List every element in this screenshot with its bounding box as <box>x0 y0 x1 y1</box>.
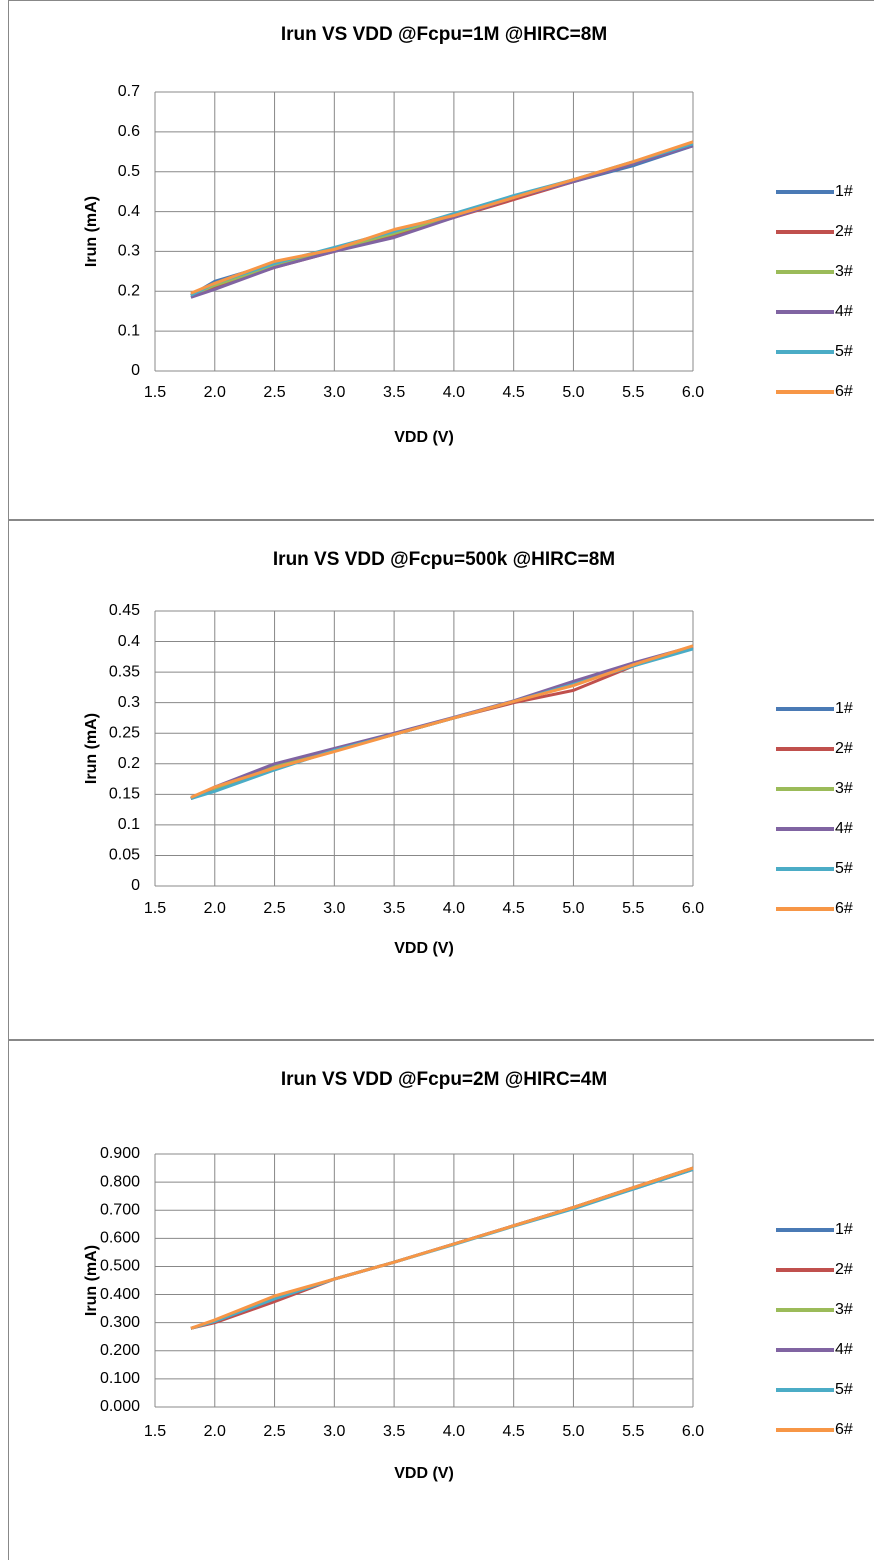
x-tick-label: 2.0 <box>204 1423 226 1440</box>
y-tick-label: 0.4 <box>118 633 140 650</box>
y-tick-label: 0.200 <box>100 1342 140 1359</box>
x-tick-label: 2.5 <box>263 1423 285 1440</box>
y-tick-label: 0.1 <box>118 816 140 833</box>
y-tick-label: 0.35 <box>109 663 140 680</box>
x-tick-label: 5.5 <box>622 384 644 401</box>
legend-label: 2# <box>835 1261 853 1278</box>
legend-label: 6# <box>835 383 853 400</box>
series-line <box>190 644 694 799</box>
y-tick-label: 0.6 <box>118 123 140 140</box>
legend-label: 5# <box>835 1381 853 1398</box>
x-tick-label: 3.5 <box>383 900 405 917</box>
y-tick-label: 0.4 <box>118 203 140 220</box>
x-tick-label: 4.0 <box>443 384 465 401</box>
y-tick-label: 0.700 <box>100 1201 140 1218</box>
legend-label: 3# <box>835 780 853 797</box>
y-tick-label: 0.05 <box>109 847 140 864</box>
y-tick-label: 0.300 <box>100 1314 140 1331</box>
legend-label: 2# <box>835 740 853 757</box>
y-tick-label: 0.3 <box>118 694 140 711</box>
x-tick-label: 3.0 <box>323 384 345 401</box>
x-tick-label: 2.0 <box>204 900 226 917</box>
chart-title: Irun VS VDD @Fcpu=500k @HIRC=8M <box>273 549 615 570</box>
x-tick-label: 5.0 <box>562 1423 584 1440</box>
legend-label: 4# <box>835 1341 853 1358</box>
x-tick-label: 4.5 <box>503 1423 525 1440</box>
y-tick-label: 0.7 <box>118 83 140 100</box>
legend-label: 5# <box>835 343 853 360</box>
legend-label: 6# <box>835 900 853 917</box>
y-tick-label: 0.000 <box>100 1398 140 1415</box>
series-line <box>190 1166 694 1330</box>
y-tick-label: 0.15 <box>109 786 140 803</box>
x-tick-label: 1.5 <box>144 900 166 917</box>
x-tick-label: 6.0 <box>682 900 704 917</box>
y-tick-label: 0.5 <box>118 163 140 180</box>
x-tick-label: 2.5 <box>263 384 285 401</box>
x-tick-label: 2.5 <box>263 900 285 917</box>
y-axis-label: Irun (mA) <box>83 196 100 267</box>
x-tick-label: 4.5 <box>503 384 525 401</box>
y-tick-label: 0.400 <box>100 1286 140 1303</box>
y-tick-label: 0 <box>131 362 140 379</box>
legend-label: 3# <box>835 1301 853 1318</box>
y-axis-label: Irun (mA) <box>83 713 100 784</box>
legend-label: 1# <box>835 183 853 200</box>
chart-frame <box>8 1040 874 1560</box>
x-tick-label: 3.0 <box>323 1423 345 1440</box>
x-axis-label: VDD (V) <box>394 1465 454 1482</box>
y-tick-label: 0.3 <box>118 243 140 260</box>
x-tick-label: 3.5 <box>383 1423 405 1440</box>
y-tick-label: 0.2 <box>118 283 140 300</box>
x-tick-label: 4.0 <box>443 1423 465 1440</box>
x-tick-label: 5.5 <box>622 900 644 917</box>
chart-frame <box>8 0 874 520</box>
x-tick-label: 1.5 <box>144 1423 166 1440</box>
y-axis-label: Irun (mA) <box>83 1245 100 1316</box>
x-tick-label: 6.0 <box>682 1423 704 1440</box>
y-tick-label: 0.1 <box>118 322 140 339</box>
legend-label: 6# <box>835 1421 853 1438</box>
legend-label: 4# <box>835 820 853 837</box>
legend-label: 5# <box>835 860 853 877</box>
legend-label: 1# <box>835 1221 853 1238</box>
chart-frame <box>8 520 874 1040</box>
series-line <box>190 140 694 295</box>
x-tick-label: 1.5 <box>144 384 166 401</box>
y-tick-label: 0.900 <box>100 1145 140 1162</box>
x-tick-label: 3.5 <box>383 384 405 401</box>
x-tick-label: 4.5 <box>503 900 525 917</box>
y-tick-label: 0.500 <box>100 1258 140 1275</box>
x-axis-label: VDD (V) <box>394 429 454 446</box>
x-tick-label: 2.0 <box>204 384 226 401</box>
legend-label: 1# <box>835 700 853 717</box>
legend-label: 3# <box>835 263 853 280</box>
x-tick-label: 6.0 <box>682 384 704 401</box>
chart-title: Irun VS VDD @Fcpu=2M @HIRC=4M <box>281 1069 607 1090</box>
legend-label: 2# <box>835 223 853 240</box>
y-tick-label: 0.2 <box>118 755 140 772</box>
y-tick-label: 0.45 <box>109 602 140 619</box>
x-axis-label: VDD (V) <box>394 940 454 957</box>
x-tick-label: 5.0 <box>562 900 584 917</box>
y-tick-label: 0.25 <box>109 724 140 741</box>
y-tick-label: 0.800 <box>100 1173 140 1190</box>
chart-title: Irun VS VDD @Fcpu=1M @HIRC=8M <box>281 24 607 45</box>
legend-label: 4# <box>835 303 853 320</box>
y-tick-label: 0 <box>131 877 140 894</box>
x-tick-label: 4.0 <box>443 900 465 917</box>
series-line <box>190 144 694 299</box>
y-tick-label: 0.600 <box>100 1230 140 1247</box>
x-tick-label: 5.5 <box>622 1423 644 1440</box>
x-tick-label: 5.0 <box>562 384 584 401</box>
x-tick-label: 3.0 <box>323 900 345 917</box>
y-tick-label: 0.100 <box>100 1370 140 1387</box>
